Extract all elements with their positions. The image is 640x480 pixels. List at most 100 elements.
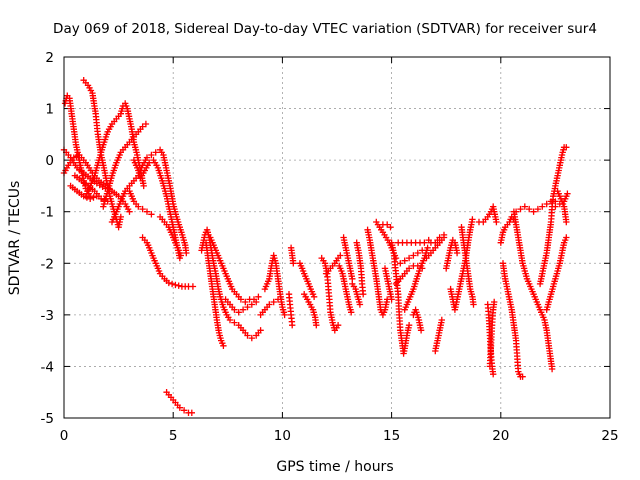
data-point: [87, 195, 94, 202]
data-point: [384, 221, 391, 228]
data-point: [436, 234, 443, 241]
data-point: [168, 280, 176, 288]
chart-title: Day 069 of 2018, Sidereal Day-to-day VTE…: [53, 21, 597, 37]
data-point: [405, 322, 413, 329]
data-point: [517, 205, 524, 213]
data-point: [548, 365, 556, 373]
data-point: [140, 182, 147, 190]
data-point: [491, 298, 498, 306]
data-point: [414, 249, 421, 257]
data-point: [424, 244, 431, 251]
data-point: [438, 316, 445, 324]
data-point: [337, 252, 344, 259]
series-s12: [156, 213, 184, 259]
data-point: [534, 205, 542, 213]
series-s13: [139, 234, 197, 290]
series-s51: [499, 260, 526, 380]
x-tick-label: 0: [60, 428, 69, 444]
data-point: [189, 283, 197, 290]
data-point: [290, 260, 297, 267]
x-tick-label: 15: [383, 428, 400, 444]
y-tick-label: -2: [41, 256, 54, 272]
x-tick-label: 10: [274, 428, 291, 444]
data-point: [274, 296, 282, 303]
data-point: [564, 190, 571, 197]
data-point: [244, 303, 251, 311]
data-point: [172, 281, 179, 289]
series-s46: [458, 224, 477, 308]
data-point: [388, 296, 395, 303]
series-s29: [353, 239, 367, 298]
data-point: [270, 298, 277, 306]
series-s14: [163, 389, 195, 416]
data-point: [470, 301, 477, 308]
series-s42: [427, 231, 448, 246]
series-s03: [61, 92, 94, 200]
series-s20: [257, 296, 282, 319]
y-axis-label: SDTVAR / TECUs: [7, 181, 23, 296]
series-s33: [379, 221, 394, 231]
data-point: [563, 218, 570, 226]
series-s24: [301, 291, 320, 329]
y-tick-label: -5: [41, 411, 54, 427]
data-point: [469, 216, 476, 223]
axis-ticks: 0 5 10 15 20 25 -5 -4 -3 -2 -1 0 1 2: [41, 50, 619, 444]
data-point: [281, 311, 288, 319]
data-point: [410, 252, 417, 259]
data-point: [493, 218, 500, 226]
series-s34: [381, 265, 395, 303]
series-s08: [100, 120, 150, 210]
series-s30: [349, 280, 364, 308]
data-point: [552, 203, 559, 210]
series-s17: [207, 234, 262, 306]
data-point: [175, 282, 182, 289]
data-point: [188, 409, 195, 416]
y-tick-label: -4: [41, 359, 54, 375]
data-point: [253, 298, 260, 306]
data-point: [334, 322, 342, 329]
series-s35: [388, 239, 413, 357]
data-point: [266, 301, 273, 308]
data-point: [231, 306, 238, 313]
data-point: [135, 203, 142, 210]
data-point: [117, 213, 124, 221]
data-point: [220, 342, 227, 349]
data-point: [563, 234, 570, 241]
data-point: [242, 298, 249, 306]
data-point: [521, 203, 528, 210]
series-s54: [536, 144, 570, 288]
data-point: [239, 306, 247, 313]
data-point: [237, 296, 245, 303]
data-point: [93, 193, 100, 200]
y-tick-label: 1: [45, 102, 54, 118]
data-point: [244, 332, 251, 339]
data-point: [313, 322, 320, 329]
data-point: [248, 334, 255, 342]
series-s21: [287, 244, 297, 267]
data-point: [512, 208, 520, 215]
series-s10: [126, 187, 155, 218]
data-point: [310, 293, 318, 300]
series-s39: [401, 244, 431, 313]
series-s49: [486, 298, 498, 370]
x-axis-label: GPS time / hours: [276, 459, 393, 475]
data-point: [180, 407, 188, 414]
data-point: [142, 120, 150, 128]
data-point: [148, 151, 155, 159]
series-s52: [510, 208, 556, 373]
y-tick-label: 0: [45, 153, 54, 169]
data-point: [387, 224, 394, 231]
y-tick-label: -3: [41, 308, 54, 324]
data-point: [563, 144, 570, 151]
y-tick-label: 2: [45, 50, 54, 66]
data-marks: [60, 77, 571, 416]
data-point: [146, 159, 153, 166]
plot-frame: [63, 56, 611, 419]
data-point: [176, 404, 183, 411]
data-point: [177, 252, 184, 259]
series-s44: [443, 236, 461, 272]
data-point: [519, 373, 526, 380]
series-s28: [340, 234, 356, 282]
data-point: [405, 265, 413, 272]
